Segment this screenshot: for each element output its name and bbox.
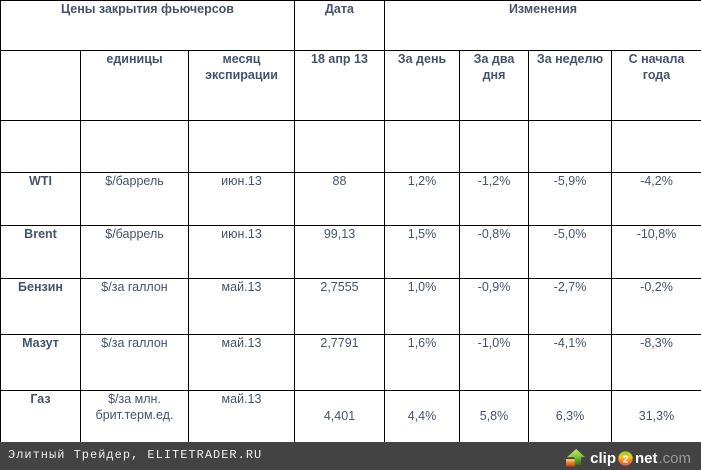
svg-text:2: 2 (623, 453, 629, 465)
